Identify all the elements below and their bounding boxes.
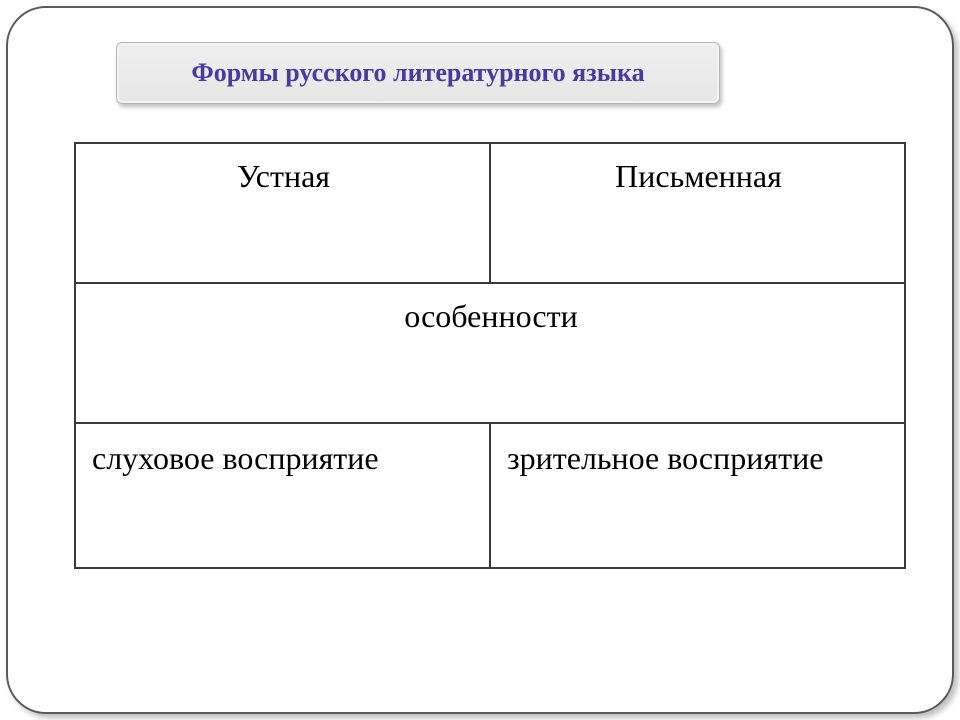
slide-frame: Формы русского литературного языка Устна… — [6, 6, 954, 714]
cell-text: слуховое восприятие — [92, 440, 379, 476]
cell-oral: Устная — [75, 143, 490, 283]
cell-features: особенности — [75, 283, 905, 423]
cell-written: Письменная — [490, 143, 905, 283]
header-box: Формы русского литературного языка — [116, 42, 720, 104]
cell-auditory: слуховое восприятие — [75, 423, 490, 568]
table-row: слуховое восприятие зрительное восприяти… — [75, 423, 905, 568]
table-row: особенности — [75, 283, 905, 423]
cell-text: Письменная — [615, 158, 782, 194]
header-title: Формы русского литературного языка — [191, 58, 644, 88]
cell-text: особенности — [404, 298, 577, 334]
content-table: Устная Письменная особенности слуховое в… — [74, 142, 906, 569]
cell-text: зрительное восприятие — [507, 440, 823, 476]
table-row: Устная Письменная — [75, 143, 905, 283]
cell-text: Устная — [237, 158, 330, 194]
cell-visual: зрительное восприятие — [490, 423, 905, 568]
